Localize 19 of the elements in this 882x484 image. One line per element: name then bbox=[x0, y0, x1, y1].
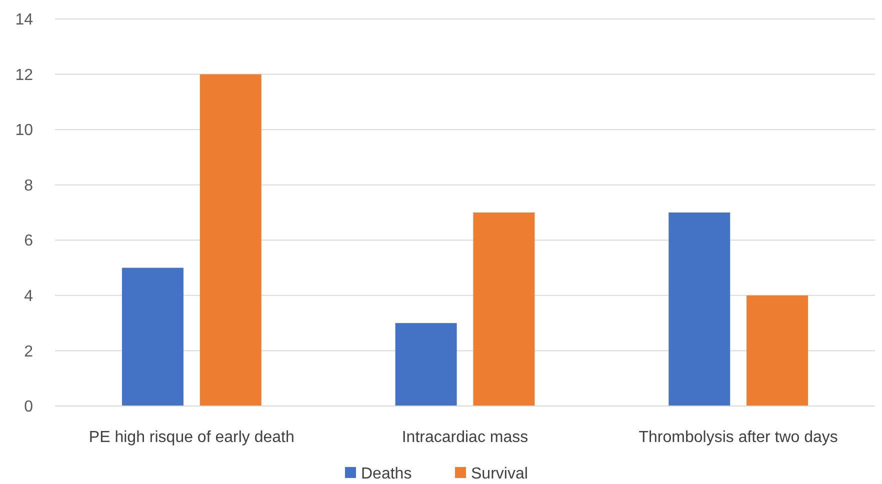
bar bbox=[668, 212, 730, 406]
y-tick-label: 14 bbox=[15, 12, 34, 29]
bar bbox=[746, 295, 808, 406]
y-tick-label: 12 bbox=[15, 66, 34, 84]
bar bbox=[473, 212, 535, 406]
y-tick-label: 10 bbox=[15, 122, 34, 140]
x-tick-label: Thrombolysis after two days bbox=[638, 429, 838, 446]
bar bbox=[395, 323, 457, 406]
legend-label: Deaths bbox=[361, 466, 412, 483]
y-tick-label: 2 bbox=[24, 343, 34, 360]
x-tick-label: PE high risque of early death bbox=[88, 429, 294, 446]
y-tick-label: 6 bbox=[24, 232, 34, 250]
bar bbox=[200, 74, 262, 406]
x-tick-label: Intracardiac mass bbox=[402, 429, 528, 446]
legend-label: Survival bbox=[471, 466, 528, 483]
y-tick-label: 4 bbox=[24, 288, 34, 306]
y-tick-label: 8 bbox=[24, 177, 34, 194]
y-tick-label: 0 bbox=[24, 398, 34, 416]
bar bbox=[122, 268, 184, 406]
